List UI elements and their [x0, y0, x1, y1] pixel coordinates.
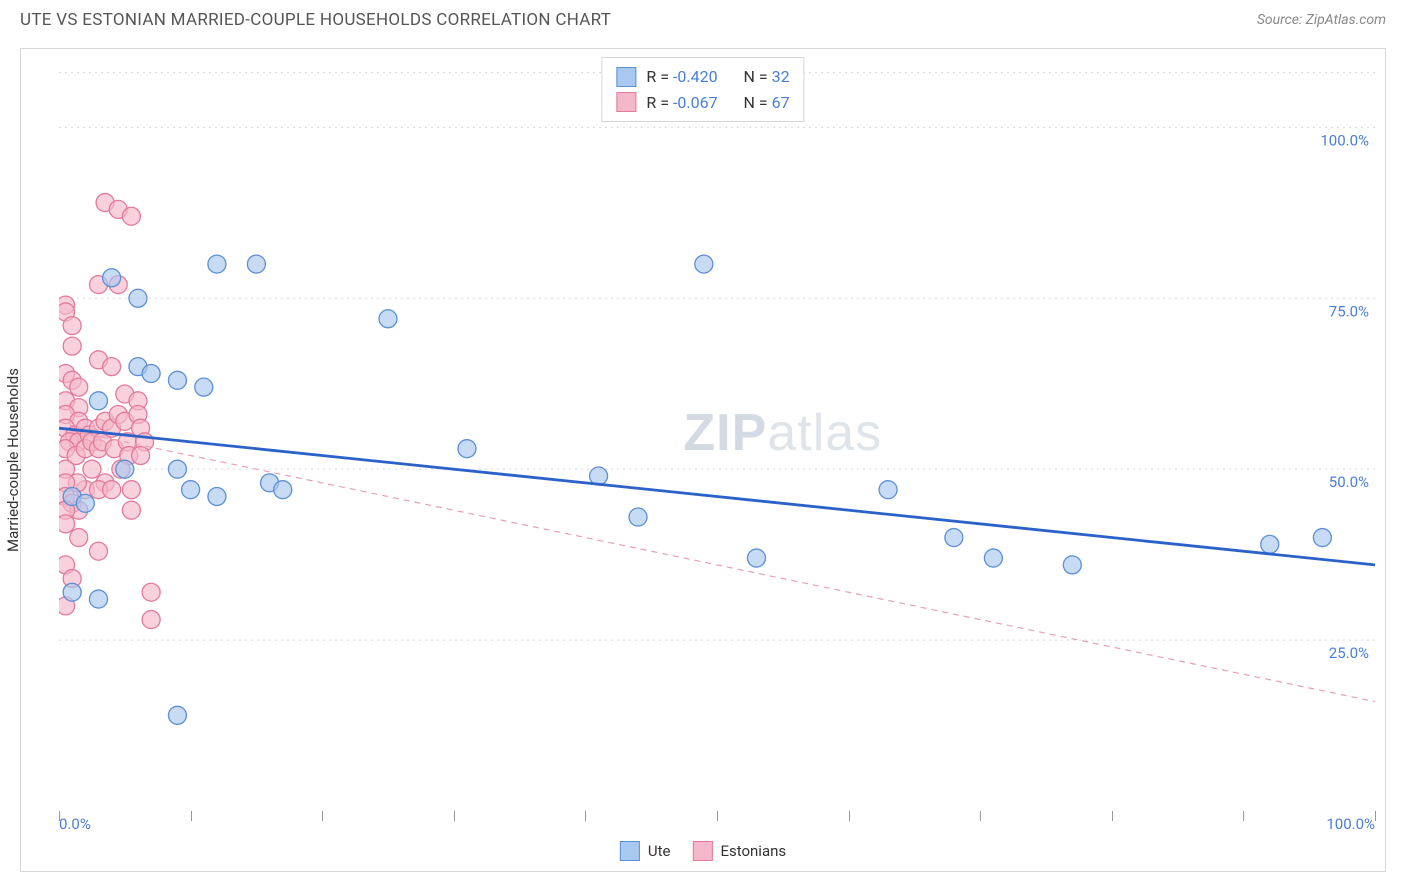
legend-swatch-ute	[620, 841, 640, 861]
r-label: R =	[646, 67, 669, 86]
legend-label-ute: Ute	[648, 842, 671, 860]
legend-swatch-estonians	[692, 841, 712, 861]
svg-text:ZIPatlas: ZIPatlas	[683, 404, 882, 462]
correlation-legend: R = -0.420 N = 32 R = -0.067 N = 67	[601, 57, 804, 122]
legend-swatch-ute	[616, 67, 636, 87]
legend-item-estonians: Estonians	[692, 841, 786, 861]
svg-text:25.0%: 25.0%	[1329, 644, 1369, 662]
y-axis-label: Married-couple Households	[4, 368, 22, 552]
chart-title: UTE VS ESTONIAN MARRIED-COUPLE HOUSEHOLD…	[20, 10, 611, 30]
legend-row-ute: R = -0.420 N = 32	[616, 64, 789, 90]
legend-swatch-estonians	[616, 92, 636, 112]
series-legend: Ute Estonians	[620, 841, 786, 861]
legend-item-ute: Ute	[620, 841, 671, 861]
legend-label-estonians: Estonians	[720, 842, 786, 860]
x-tick-marks	[59, 811, 1375, 821]
chart-source: Source: ZipAtlas.com	[1257, 12, 1386, 28]
n-value-ute: 32	[772, 67, 790, 86]
r-value-ute: -0.420	[673, 67, 718, 86]
chart-container: Married-couple Households 25.0%50.0%75.0…	[20, 48, 1386, 872]
r-label: R =	[646, 93, 669, 112]
plot-area: 25.0% 50.0% 75.0% 100.0% ZIPatlas	[59, 59, 1375, 811]
r-value-estonians: -0.067	[673, 93, 718, 112]
svg-text:75.0%: 75.0%	[1329, 302, 1369, 320]
n-value-estonians: 67	[772, 93, 790, 112]
svg-text:100.0%: 100.0%	[1320, 131, 1369, 149]
svg-text:50.0%: 50.0%	[1329, 473, 1369, 491]
n-label: N =	[744, 67, 768, 86]
legend-row-estonians: R = -0.067 N = 67	[616, 90, 789, 116]
n-label: N =	[744, 93, 768, 112]
